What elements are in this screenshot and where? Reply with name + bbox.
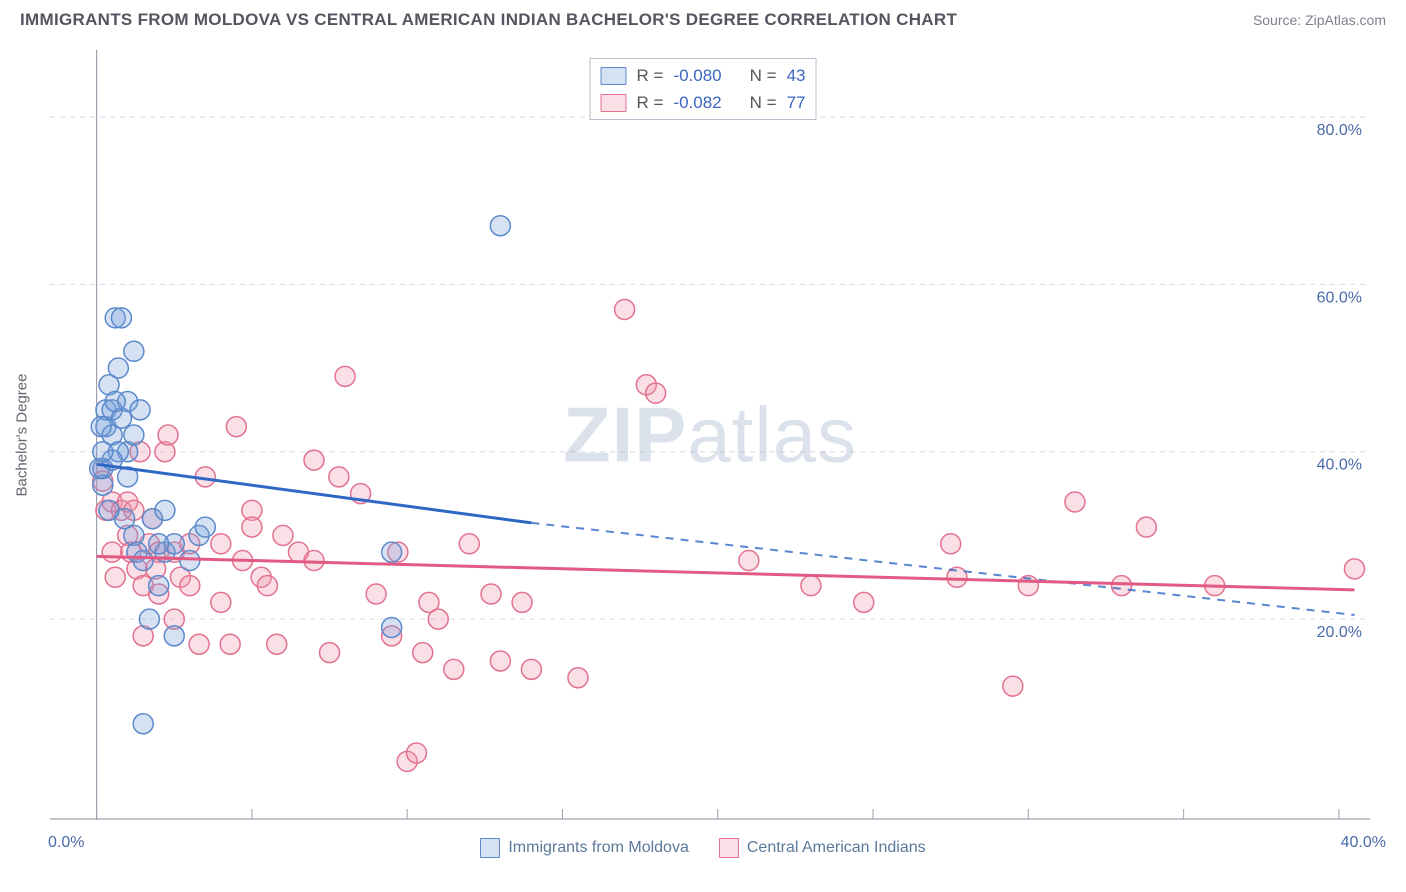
svg-text:80.0%: 80.0% <box>1317 122 1362 139</box>
chart-header: IMMIGRANTS FROM MOLDOVA VS CENTRAL AMERI… <box>0 0 1406 36</box>
legend-item-2: Central American Indians <box>719 838 926 858</box>
legend-item-1: Immigrants from Moldova <box>480 838 689 858</box>
svg-text:60.0%: 60.0% <box>1317 289 1362 306</box>
source-label: Source: ZipAtlas.com <box>1253 12 1386 28</box>
chart-title: IMMIGRANTS FROM MOLDOVA VS CENTRAL AMERI… <box>20 10 957 30</box>
chart-area: 20.0%40.0%60.0%80.0% Bachelor's Degree Z… <box>50 50 1370 820</box>
y-axis-label: Bachelor's Degree <box>14 374 31 497</box>
legend-swatch-blue <box>601 67 627 85</box>
correlation-row-1: R = -0.080 N = 43 <box>601 62 806 89</box>
legend-swatch-pink-icon <box>719 838 739 858</box>
correlation-row-2: R = -0.082 N = 77 <box>601 89 806 116</box>
svg-text:40.0%: 40.0% <box>1317 457 1362 474</box>
footer-legend: Immigrants from Moldova Central American… <box>0 838 1406 858</box>
svg-text:20.0%: 20.0% <box>1317 624 1362 641</box>
correlation-legend: R = -0.080 N = 43 R = -0.082 N = 77 <box>590 58 817 120</box>
legend-swatch-blue-icon <box>480 838 500 858</box>
legend-swatch-pink <box>601 94 627 112</box>
scatter-plot: 20.0% 40.0% 60.0% 80.0% <box>50 50 1370 820</box>
